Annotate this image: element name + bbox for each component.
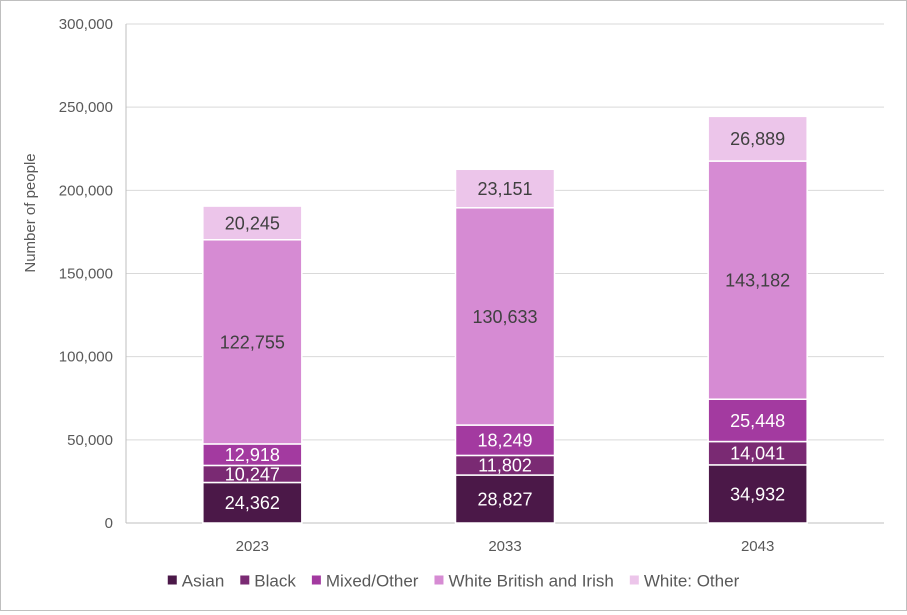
- y-tick-label: 100,000: [59, 349, 113, 366]
- legend-label: Mixed/Other: [326, 572, 419, 591]
- bars: [202, 115, 808, 524]
- legend: Asian Black Mixed/Other White British and I…: [167, 572, 740, 591]
- x-tick-label: 2023: [236, 538, 269, 555]
- y-tick-label: 150,000: [59, 266, 113, 283]
- legend-label: Black: [254, 572, 296, 591]
- legend-swatch: [240, 575, 250, 585]
- legend-label: White British and Irish: [448, 572, 613, 591]
- legend-label: Asian: [182, 572, 225, 591]
- data-label: 34,932: [730, 484, 785, 504]
- data-label: 25,448: [730, 411, 785, 431]
- legend-swatch: [434, 575, 444, 585]
- legend-swatch: [167, 575, 177, 585]
- bar-segment: [454, 168, 556, 209]
- y-tick-label: 300,000: [59, 16, 113, 33]
- legend-swatch: [629, 575, 639, 585]
- x-tick-label: 2043: [741, 538, 774, 555]
- bar-segment: [202, 481, 303, 524]
- data-label: 28,827: [477, 490, 532, 510]
- legend-label: White: Other: [644, 572, 740, 591]
- y-tick-label: 200,000: [59, 182, 113, 199]
- y-tick-label: 50,000: [67, 432, 113, 449]
- bar-segment: [707, 160, 808, 400]
- data-label: 23,151: [477, 179, 532, 199]
- data-label: 20,245: [225, 213, 280, 233]
- data-label: 143,182: [725, 271, 790, 291]
- bar-segment: [202, 239, 303, 445]
- bar-segment: [454, 207, 556, 426]
- data-label: 130,633: [472, 307, 537, 327]
- y-axis-title: Number of people: [22, 153, 39, 272]
- bar-segment: [202, 205, 303, 241]
- bar-segment: [454, 474, 556, 524]
- legend-swatch: [311, 575, 321, 585]
- data-label: 14,041: [730, 444, 785, 464]
- y-tick-label: 250,000: [59, 99, 113, 116]
- bar-segment: [707, 115, 808, 162]
- bar-segment: [707, 398, 808, 443]
- data-label: 11,802: [478, 456, 532, 476]
- x-tick-label: 2033: [488, 538, 521, 555]
- data-label: 122,755: [220, 332, 285, 352]
- bar-segment: [707, 464, 808, 524]
- data-label: 10,247: [225, 464, 280, 484]
- data-label: 24,362: [225, 493, 280, 513]
- data-label: 12,918: [225, 445, 280, 465]
- data-label: 26,889: [730, 129, 785, 149]
- data-label: 18,249: [477, 431, 532, 451]
- y-tick-label: 0: [105, 515, 113, 532]
